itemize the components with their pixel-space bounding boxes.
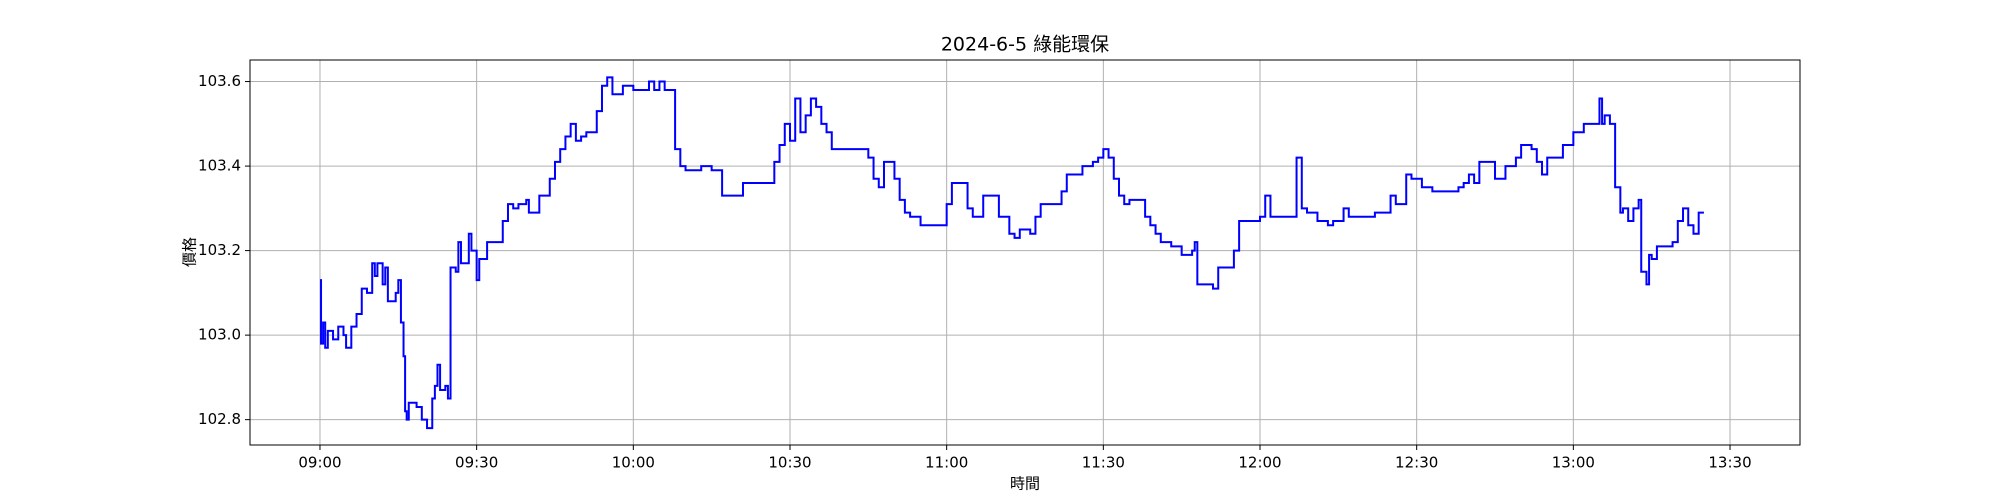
x-tick-label: 09:30 [455,454,498,472]
x-tick-label: 10:00 [612,454,655,472]
x-tick-label: 12:30 [1395,454,1438,472]
y-tick-label: 103.0 [198,326,241,344]
x-tick-label: 10:30 [768,454,811,472]
x-tick-label: 11:00 [925,454,968,472]
y-axis-label: 價格 [181,237,199,267]
y-tick-label: 102.8 [198,410,241,428]
price-line [319,76,1704,430]
x-tick-label: 11:30 [1082,454,1125,472]
x-axis-label: 時間 [1010,475,1040,493]
x-tick-label: 13:30 [1708,454,1751,472]
y-tick-label: 103.6 [198,72,241,90]
plot-frame [249,59,1801,446]
y-tick-label: 103.2 [198,241,241,259]
x-tick-label: 09:00 [298,454,341,472]
y-tick-label: 103.4 [198,157,241,175]
x-tick-label: 13:00 [1552,454,1595,472]
x-tick-label: 12:00 [1238,454,1281,472]
chart-title: 2024-6-5 綠能環保 [941,34,1109,56]
